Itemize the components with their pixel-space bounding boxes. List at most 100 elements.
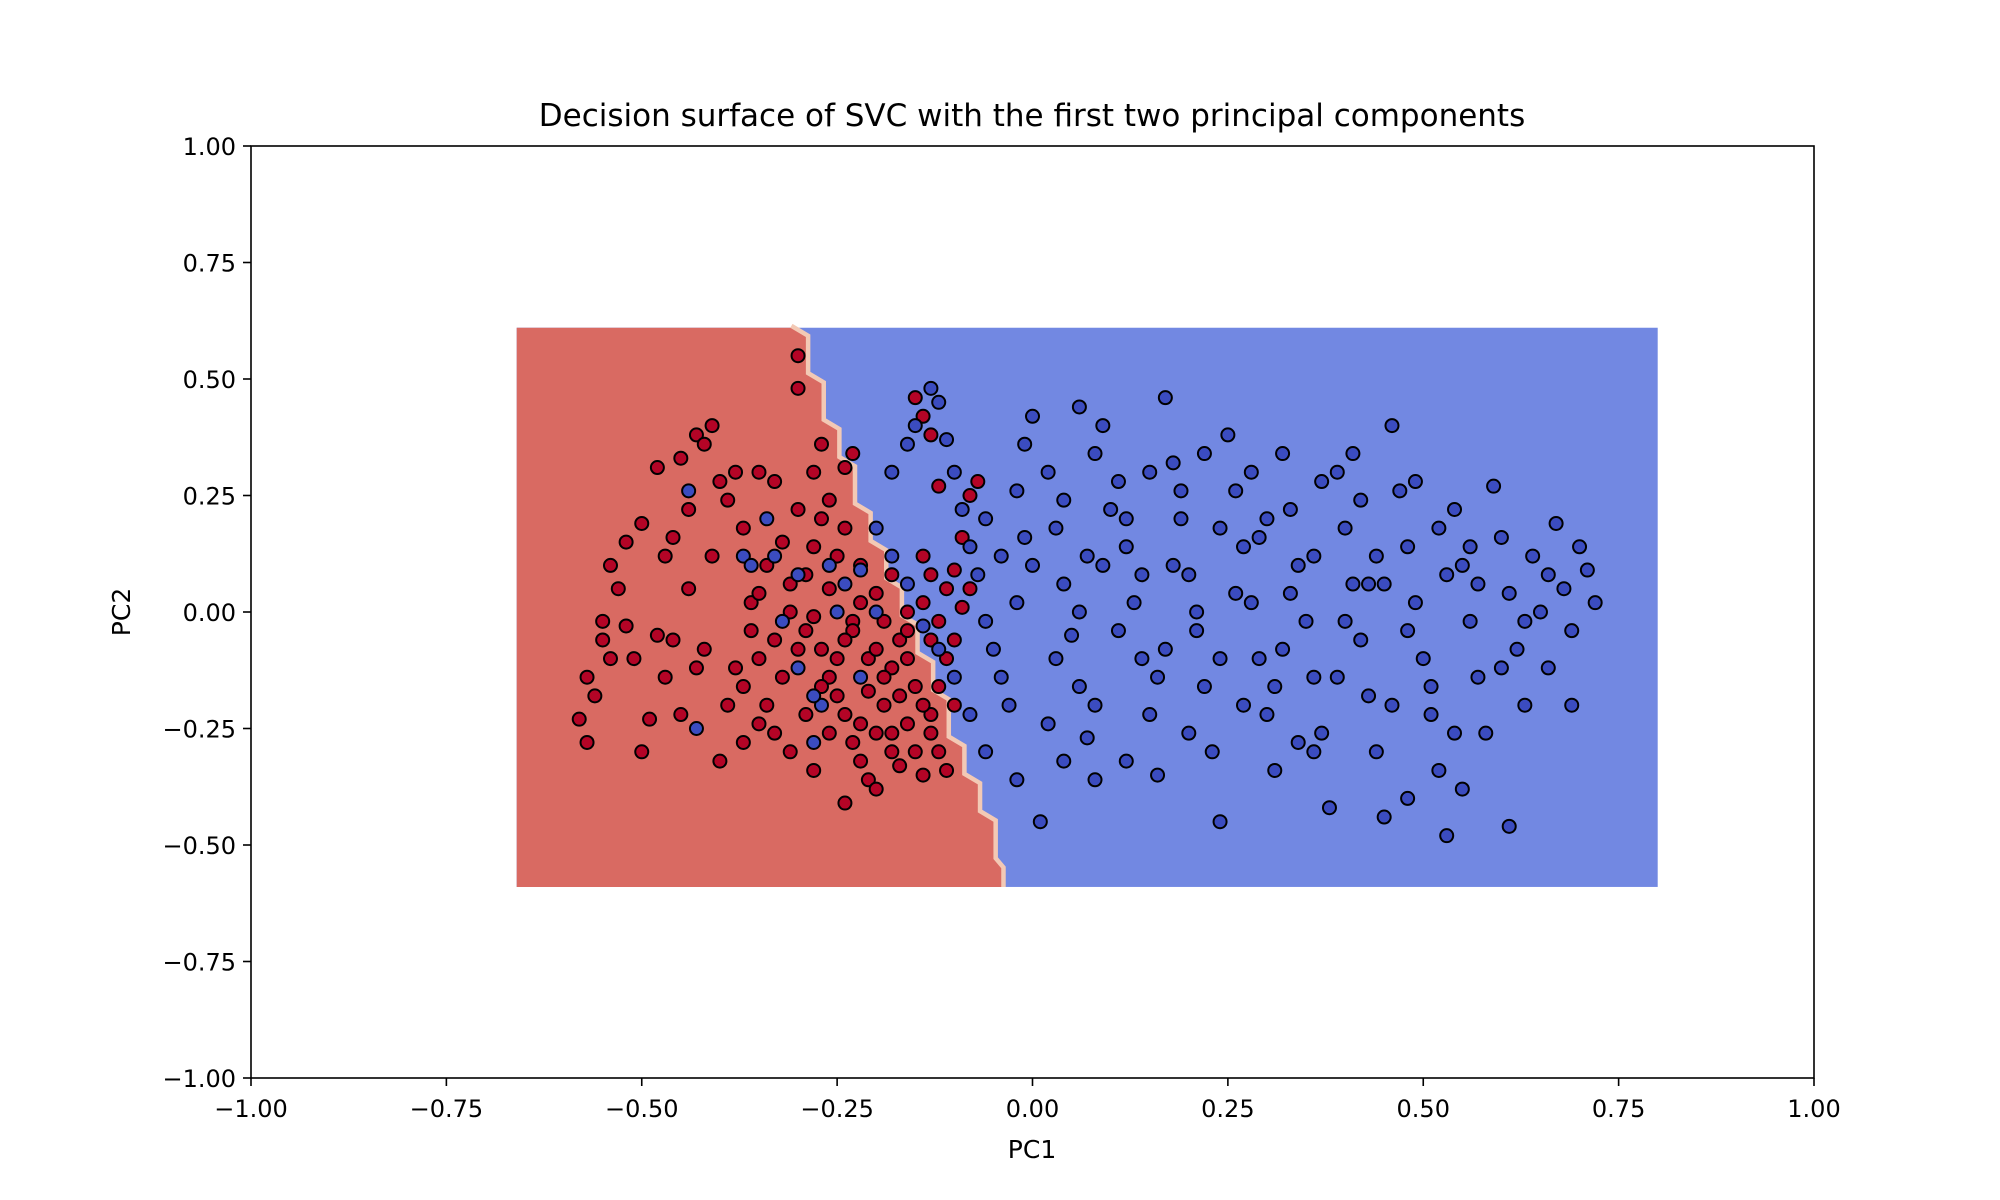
data-point-blue (1243, 595, 1259, 611)
y-tick-label: 0.75 (183, 250, 236, 278)
data-point-blue (1290, 734, 1306, 750)
data-point-red (806, 464, 822, 480)
data-point-red (915, 767, 931, 783)
data-point-red (759, 697, 775, 713)
data-point-red (813, 641, 829, 657)
data-point-red (735, 734, 751, 750)
data-point-blue (821, 557, 837, 573)
data-point-red (735, 679, 751, 695)
data-point-blue (1517, 697, 1533, 713)
data-point-red (884, 725, 900, 741)
data-point-red (704, 548, 720, 564)
data-point-blue (1501, 585, 1517, 601)
data-point-blue (1462, 539, 1478, 555)
data-point-red (610, 581, 626, 597)
data-point-blue (681, 483, 697, 499)
data-point-red (626, 651, 642, 667)
data-point-blue (1314, 725, 1330, 741)
data-point-red (853, 753, 869, 769)
data-point-red (673, 450, 689, 466)
data-point-blue (1204, 744, 1220, 760)
data-point-blue (1212, 814, 1228, 830)
data-point-blue (1454, 557, 1470, 573)
data-point-blue (1118, 511, 1134, 527)
data-point-blue (1079, 548, 1095, 564)
data-point-blue (806, 734, 822, 750)
scatter-points (571, 348, 1603, 844)
data-point-blue (1259, 707, 1275, 723)
data-point-blue (1150, 669, 1166, 685)
data-point-blue (1400, 790, 1416, 806)
y-axis-ticks: 1.00 0.75 0.50 0.25 0.00 −0.25 −0.50 −0.75 −1.00 (162, 133, 251, 1093)
data-point-red (939, 762, 955, 778)
data-point-blue (790, 660, 806, 676)
data-point-blue (1447, 501, 1463, 517)
data-point-blue (1134, 567, 1150, 583)
data-point-red (970, 474, 986, 490)
data-point-blue (1439, 567, 1455, 583)
data-point-red (767, 474, 783, 490)
data-point-red (821, 669, 837, 685)
data-point-blue (853, 669, 869, 685)
data-point-blue (1306, 669, 1322, 685)
data-point-blue (1282, 501, 1298, 517)
data-point-red (751, 464, 767, 480)
data-point-blue (946, 669, 962, 685)
data-point-blue (1368, 548, 1384, 564)
data-point-blue (774, 613, 790, 629)
data-point-red (837, 632, 853, 648)
data-point-blue (767, 548, 783, 564)
data-point-red (853, 595, 869, 611)
data-point-red (923, 725, 939, 741)
data-point-blue (1048, 651, 1064, 667)
data-point-blue (1118, 539, 1134, 555)
data-point-blue (1579, 562, 1595, 578)
data-point-blue (1337, 613, 1353, 629)
data-point-red (899, 716, 915, 732)
data-point-blue (931, 641, 947, 657)
data-point-blue (1532, 604, 1548, 620)
data-point-blue (1493, 529, 1509, 545)
data-point-red (595, 613, 611, 629)
data-point-red (939, 651, 955, 667)
data-point-red (845, 623, 861, 639)
data-point-blue (1361, 576, 1377, 592)
data-point-red (860, 772, 876, 788)
data-point-red (681, 501, 697, 517)
data-point-blue (899, 576, 915, 592)
data-point-blue (907, 418, 923, 434)
x-tick-label: 0.25 (1201, 1095, 1254, 1123)
data-point-red (759, 557, 775, 573)
data-point-red (806, 609, 822, 625)
data-point-red (806, 539, 822, 555)
data-point-blue (1540, 567, 1556, 583)
data-point-blue (939, 432, 955, 448)
data-point-blue (1486, 478, 1502, 494)
data-point-blue (868, 604, 884, 620)
data-point-blue (1564, 697, 1580, 713)
data-point-blue (1189, 604, 1205, 620)
data-point-blue (1267, 762, 1283, 778)
data-point-red (876, 697, 892, 713)
data-point-blue (1509, 641, 1525, 657)
y-tick-label: 1.00 (183, 133, 236, 161)
data-point-blue (1548, 515, 1564, 531)
data-point-red (923, 632, 939, 648)
data-point-red (696, 641, 712, 657)
data-point-red (813, 436, 829, 452)
data-point-red (782, 604, 798, 620)
data-point-red (915, 548, 931, 564)
data-point-red (884, 744, 900, 760)
data-point-blue (1040, 716, 1056, 732)
y-tick-label: −0.25 (162, 716, 236, 744)
data-point-blue (1462, 613, 1478, 629)
data-point-blue (1110, 623, 1126, 639)
data-point-blue (1118, 753, 1134, 769)
data-point-red (899, 623, 915, 639)
data-point-blue (962, 707, 978, 723)
data-point-red (868, 641, 884, 657)
data-point-red (751, 585, 767, 601)
data-point-blue (829, 604, 845, 620)
data-point-blue (1329, 669, 1345, 685)
data-point-blue (1525, 548, 1541, 564)
